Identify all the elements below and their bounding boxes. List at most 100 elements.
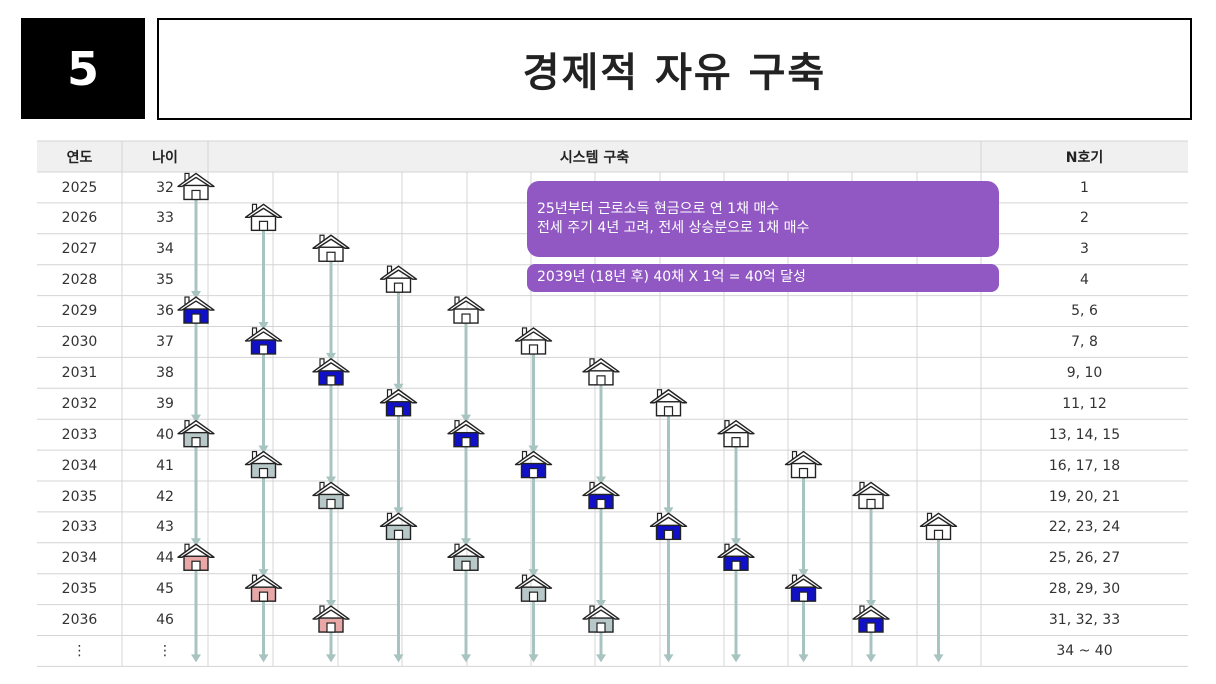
growth-arrow-head bbox=[731, 654, 741, 663]
cell-age: 37 bbox=[156, 334, 174, 350]
house-icon bbox=[177, 296, 215, 324]
cell-age: ⋮ bbox=[158, 643, 172, 659]
house-icon bbox=[379, 389, 418, 417]
cell-year: 2027 bbox=[61, 241, 98, 258]
house-icon bbox=[244, 327, 283, 355]
cell-count: 5, 6 bbox=[1071, 303, 1098, 320]
header-background bbox=[37, 141, 1188, 172]
cell-count: 25, 26, 27 bbox=[1048, 550, 1121, 567]
header-count: N호기 bbox=[1065, 149, 1104, 166]
growth-arrow-head bbox=[866, 600, 876, 609]
cell-count: 22, 23, 24 bbox=[1048, 519, 1121, 536]
house-icon bbox=[514, 450, 553, 479]
cell-year: 2033 bbox=[61, 426, 98, 443]
cell-count: 1 bbox=[1080, 179, 1089, 196]
growth-arrow-head bbox=[596, 476, 606, 485]
house-icon bbox=[312, 605, 350, 633]
cell-age: 34 bbox=[156, 241, 174, 258]
note-goal: 2039년 (18년 후) 40채 X 1억 = 40억 달성 bbox=[527, 264, 999, 292]
house-icon bbox=[784, 574, 823, 602]
cell-year: ⋮ bbox=[72, 643, 87, 659]
growth-arrow-head bbox=[258, 445, 269, 454]
note-line-1: 25년부터 근로소득 현금으로 연 1채 매수 bbox=[537, 201, 780, 217]
growth-arrow-head bbox=[191, 291, 201, 300]
growth-arrow-head bbox=[258, 569, 269, 578]
growth-arrow-head bbox=[393, 383, 404, 392]
cell-year: 2031 bbox=[61, 364, 98, 381]
growth-arrow-head bbox=[933, 654, 944, 663]
growth-arrow-head bbox=[326, 654, 336, 663]
cell-age: 40 bbox=[156, 426, 174, 443]
header-system: 시스템 구축 bbox=[559, 149, 630, 166]
cell-age: 39 bbox=[156, 395, 174, 412]
house-icon bbox=[852, 481, 890, 510]
house-icon bbox=[244, 450, 283, 479]
growth-arrow-head bbox=[191, 538, 201, 547]
house-icon bbox=[312, 481, 350, 510]
note-line-2: 전세 주기 4년 고려, 전세 상승분으로 1채 매수 bbox=[537, 220, 810, 236]
cell-year: 2034 bbox=[61, 457, 98, 474]
growth-arrow-head bbox=[258, 654, 269, 663]
house-icon bbox=[717, 543, 755, 571]
growth-arrow-head bbox=[393, 507, 404, 516]
growth-arrow-head bbox=[596, 600, 606, 609]
cell-year: 2035 bbox=[61, 581, 98, 598]
cell-count: 3 bbox=[1080, 241, 1089, 258]
house-icon bbox=[717, 419, 755, 448]
cell-age: 44 bbox=[156, 550, 174, 567]
growth-arrow-head bbox=[663, 654, 674, 663]
house-icon bbox=[379, 265, 418, 293]
growth-arrow-head bbox=[393, 654, 404, 663]
cell-age: 45 bbox=[156, 581, 174, 598]
growth-arrow-head bbox=[191, 654, 201, 663]
cell-age: 36 bbox=[156, 303, 174, 320]
house-icon bbox=[177, 543, 215, 571]
cell-year: 2033 bbox=[61, 519, 98, 536]
house-icon bbox=[244, 203, 283, 232]
growth-arrow-head bbox=[798, 569, 809, 578]
house-icon bbox=[514, 574, 553, 602]
cell-age: 38 bbox=[156, 364, 174, 381]
cell-count: 7, 8 bbox=[1071, 334, 1098, 350]
growth-arrow-head bbox=[461, 654, 471, 663]
note-purchase-plan: 25년부터 근로소득 현금으로 연 1채 매수 전세 주기 4년 고려, 전세 … bbox=[527, 181, 999, 257]
cell-count: 34 ~ 40 bbox=[1056, 643, 1113, 659]
cell-age: 32 bbox=[156, 179, 174, 196]
growth-arrow-head bbox=[326, 476, 336, 485]
house-icon bbox=[447, 419, 485, 448]
cell-count: 13, 14, 15 bbox=[1048, 426, 1121, 443]
cell-count: 19, 20, 21 bbox=[1048, 488, 1121, 505]
house-icon bbox=[312, 358, 350, 386]
header-age: 나이 bbox=[152, 149, 178, 166]
house-icon bbox=[447, 543, 485, 571]
cell-year: 2026 bbox=[61, 210, 98, 227]
slide-number: 5 bbox=[21, 18, 145, 119]
growth-arrow-head bbox=[528, 569, 539, 578]
house-icon bbox=[447, 296, 485, 324]
house-icon bbox=[919, 512, 958, 541]
header-year: 연도 bbox=[66, 149, 93, 166]
house-icon bbox=[312, 234, 350, 262]
growth-arrow-head bbox=[258, 321, 269, 330]
growth-arrow-head bbox=[326, 352, 336, 361]
cell-year: 2036 bbox=[61, 612, 98, 629]
cell-age: 42 bbox=[156, 488, 174, 505]
cell-count: 9, 10 bbox=[1066, 364, 1103, 381]
slide-title: 경제적 자유 구축 bbox=[157, 18, 1192, 120]
growth-arrow-head bbox=[731, 538, 741, 547]
growth-arrow-head bbox=[191, 414, 201, 423]
cell-count: 2 bbox=[1080, 210, 1089, 227]
cell-year: 2029 bbox=[61, 303, 98, 320]
growth-arrow-head bbox=[528, 654, 539, 663]
cell-age: 46 bbox=[156, 612, 174, 629]
growth-arrow-head bbox=[461, 414, 471, 423]
house-icon bbox=[177, 419, 215, 448]
cell-year: 2028 bbox=[61, 272, 98, 289]
growth-arrow-head bbox=[596, 654, 606, 663]
growth-arrow-head bbox=[461, 538, 471, 547]
growth-arrow-head bbox=[326, 600, 336, 609]
growth-arrow-head bbox=[528, 445, 539, 454]
cell-count: 31, 32, 33 bbox=[1048, 612, 1121, 629]
house-icon bbox=[582, 481, 620, 510]
